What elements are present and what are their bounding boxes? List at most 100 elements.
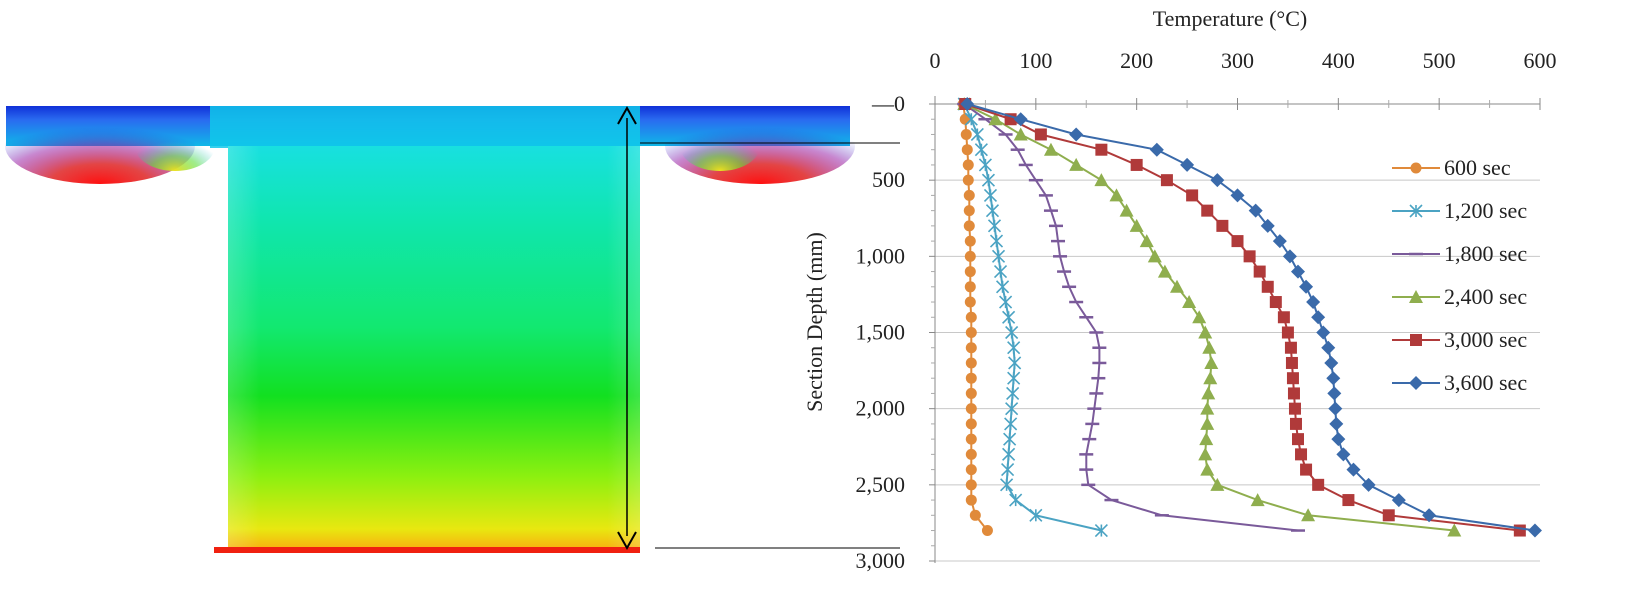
legend-label: 600 sec bbox=[1444, 155, 1511, 180]
data-point bbox=[995, 280, 1010, 294]
data-point bbox=[964, 112, 978, 126]
x-tick-label: 200 bbox=[1120, 48, 1153, 73]
data-point bbox=[1216, 219, 1229, 232]
data-point bbox=[1034, 128, 1047, 141]
data-point bbox=[1204, 355, 1219, 369]
data-point bbox=[1002, 447, 1016, 461]
data-point bbox=[1005, 402, 1019, 416]
data-point bbox=[1149, 142, 1164, 157]
data-point bbox=[1316, 325, 1331, 340]
data-point bbox=[964, 266, 976, 278]
data-point bbox=[981, 525, 993, 537]
data-point bbox=[963, 220, 975, 232]
data-point bbox=[1201, 386, 1216, 400]
data-point bbox=[1129, 218, 1144, 232]
data-point bbox=[1013, 127, 1028, 141]
data-point bbox=[965, 403, 977, 415]
data-point bbox=[965, 372, 977, 384]
x-tick-label: 500 bbox=[1423, 48, 1456, 73]
legend-marker bbox=[1410, 334, 1422, 346]
data-point bbox=[1447, 523, 1462, 537]
data-point bbox=[1043, 142, 1058, 156]
x-tick-label: 300 bbox=[1221, 48, 1254, 73]
data-point bbox=[1292, 433, 1304, 446]
y-tick-label: 2,500 bbox=[856, 472, 906, 497]
data-point bbox=[991, 249, 1006, 263]
data-point bbox=[1306, 295, 1321, 310]
data-point bbox=[1192, 310, 1207, 324]
flange-warm-zone-left bbox=[135, 121, 215, 171]
data-point bbox=[961, 144, 973, 156]
data-point bbox=[1300, 463, 1313, 476]
data-point bbox=[969, 509, 981, 521]
data-point bbox=[987, 219, 1002, 233]
legend-marker bbox=[1410, 162, 1422, 174]
legend-item: 1,800 sec bbox=[1392, 241, 1527, 266]
data-point bbox=[962, 159, 974, 171]
data-point bbox=[1321, 340, 1336, 355]
series-0 bbox=[957, 98, 993, 537]
data-point bbox=[964, 235, 976, 247]
data-point bbox=[1295, 448, 1308, 461]
data-point bbox=[1000, 478, 1014, 492]
data-point bbox=[1007, 371, 1021, 385]
data-point bbox=[1006, 386, 1020, 400]
x-tick-label: 100 bbox=[1019, 48, 1052, 73]
heated-bottom-edge bbox=[214, 547, 640, 553]
legend-label: 3,600 sec bbox=[1444, 370, 1527, 395]
data-point bbox=[1005, 325, 1019, 340]
x-axis-label: Temperature (°C) bbox=[1153, 6, 1307, 31]
data-point bbox=[1004, 417, 1018, 431]
data-point bbox=[1095, 143, 1108, 156]
data-point bbox=[999, 295, 1013, 309]
data-point bbox=[1210, 477, 1225, 491]
web-edge-shading bbox=[228, 146, 640, 549]
data-point bbox=[1289, 417, 1302, 430]
data-point bbox=[1009, 493, 1023, 507]
data-point bbox=[1326, 371, 1341, 386]
legend-marker bbox=[1409, 290, 1423, 303]
data-point bbox=[1109, 188, 1124, 202]
data-point bbox=[1199, 432, 1214, 446]
data-point bbox=[1002, 310, 1016, 324]
data-point bbox=[1391, 493, 1406, 508]
data-point bbox=[1248, 203, 1263, 218]
data-point bbox=[965, 433, 977, 445]
data-point bbox=[1284, 341, 1297, 354]
data-point bbox=[1119, 203, 1134, 217]
flange-web-junction bbox=[210, 106, 640, 148]
data-point bbox=[1282, 249, 1297, 264]
data-point bbox=[983, 188, 998, 202]
data-point bbox=[1201, 204, 1214, 217]
data-point bbox=[965, 464, 977, 476]
data-point bbox=[1231, 235, 1244, 248]
data-point bbox=[965, 357, 977, 369]
data-point bbox=[1200, 401, 1215, 415]
legend-marker bbox=[1409, 204, 1423, 218]
data-point bbox=[962, 174, 974, 186]
series-lines bbox=[957, 97, 1542, 538]
x-tick-label: 400 bbox=[1322, 48, 1355, 73]
series-5 bbox=[960, 97, 1542, 538]
data-point bbox=[978, 158, 992, 172]
flange-hot-zone-left bbox=[5, 108, 195, 184]
data-point bbox=[1269, 296, 1282, 309]
y-axis-label: Section Depth (mm) bbox=[802, 232, 827, 412]
data-point bbox=[965, 311, 977, 323]
y-tick-label: 2,000 bbox=[856, 396, 906, 421]
legend-marker bbox=[1409, 376, 1423, 390]
flange-warm-zone-right bbox=[680, 121, 760, 171]
legend-label: 3,000 sec bbox=[1444, 327, 1527, 352]
data-point bbox=[964, 296, 976, 308]
data-point bbox=[1328, 401, 1343, 416]
data-point bbox=[1200, 416, 1215, 430]
data-point bbox=[1331, 432, 1346, 447]
data-point bbox=[1186, 189, 1199, 202]
data-point bbox=[1260, 218, 1275, 233]
data-point bbox=[1003, 432, 1017, 446]
legend-item: 2,400 sec bbox=[1392, 284, 1527, 309]
data-point bbox=[1029, 508, 1043, 522]
data-point bbox=[1069, 127, 1084, 142]
data-point bbox=[965, 494, 977, 506]
y-tick-label: —0 bbox=[871, 91, 905, 116]
